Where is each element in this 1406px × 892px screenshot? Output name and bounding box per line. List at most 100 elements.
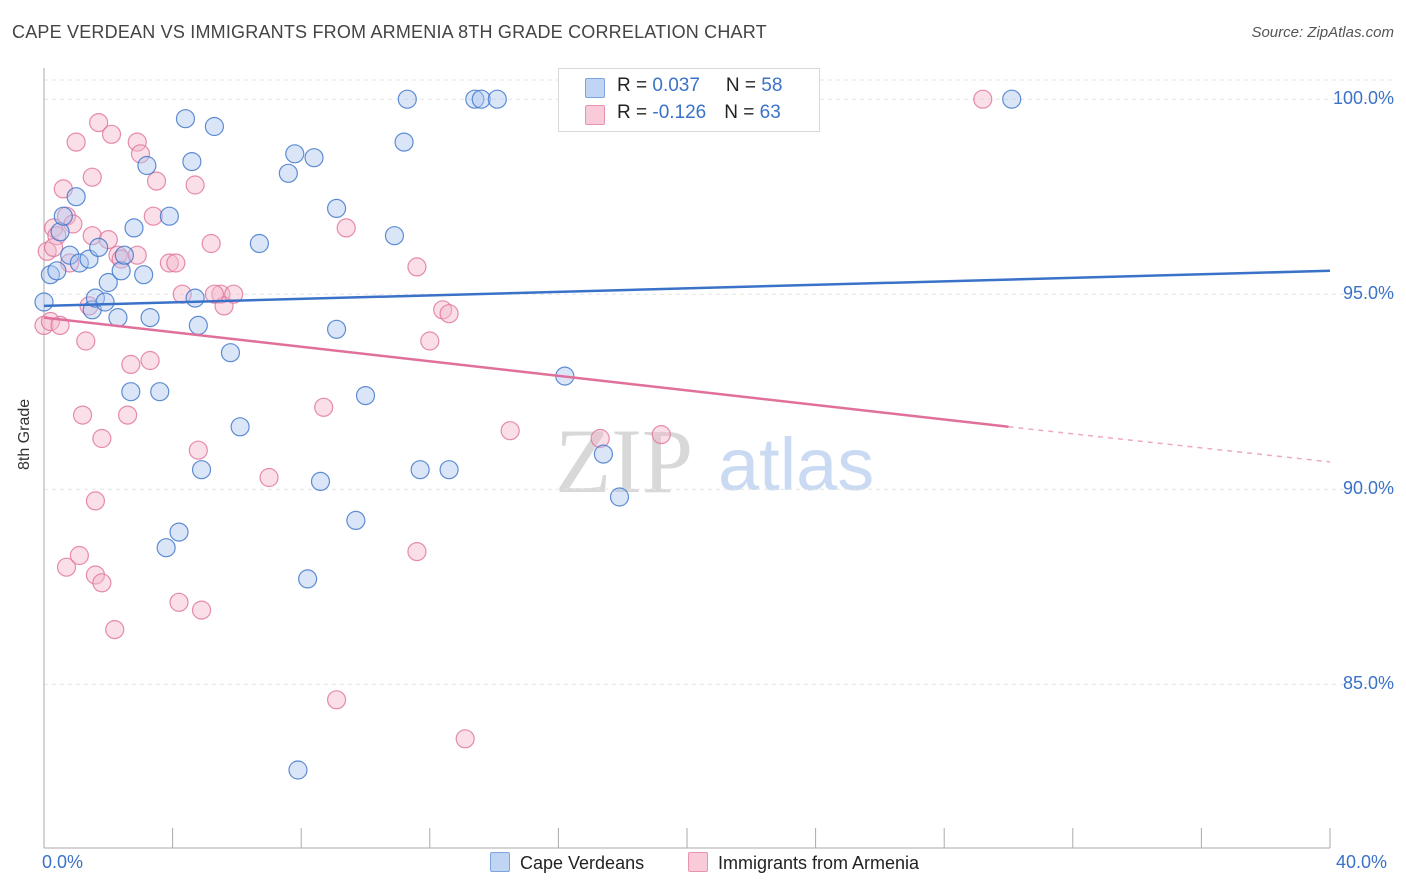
armenia-point-28: [117, 405, 138, 425]
capeverdean-point-10: [85, 288, 106, 308]
capeverdean-point-6: [66, 187, 86, 207]
axes: [43, 68, 1331, 849]
capeverdean-point-42: [326, 319, 347, 339]
series-swatch-blue: [490, 852, 510, 872]
capeverdean-point-27: [182, 152, 202, 172]
legend-n-value-blue: 58: [761, 75, 783, 96]
armenia-point-21: [92, 428, 112, 449]
capeverdean-point-55: [609, 487, 630, 507]
series-legend-pink: Immigrants from Armenia: [688, 852, 919, 874]
armenia-point-58: [651, 425, 671, 445]
capeverdean-point-24: [159, 206, 179, 226]
armenia-point-36: [166, 253, 186, 273]
capeverdean-point-32: [220, 343, 241, 363]
capeverdean-point-28: [185, 288, 205, 308]
armenia-point-13: [72, 405, 93, 425]
capeverdean-point-18: [124, 218, 144, 238]
pink-points: [34, 89, 993, 749]
capeverdean-point-50: [465, 89, 485, 109]
armenia-point-14: [76, 331, 96, 351]
capeverdean-point-30: [191, 460, 212, 480]
armenia-point-46: [259, 467, 279, 488]
capeverdean-point-19: [134, 265, 154, 285]
trend-line-armenia-extension: [1008, 426, 1331, 463]
capeverdean-point-29: [188, 315, 208, 335]
trend-lines: [43, 269, 1331, 463]
capeverdean-point-41: [326, 198, 347, 218]
armenia-point-39: [185, 175, 205, 195]
armenia-point-37: [169, 592, 189, 612]
capeverdean-point-40: [310, 471, 331, 491]
capeverdean-point-44: [355, 386, 376, 406]
legend-r-label-blue: R =: [617, 75, 653, 96]
armenia-point-31: [130, 144, 151, 164]
legend-r-label-pink: R =: [617, 102, 653, 123]
armenia-point-52: [420, 331, 440, 351]
capeverdean-point-12: [95, 292, 115, 312]
trend-line-capeverdean: [43, 269, 1331, 308]
armenia-point-8: [56, 557, 77, 577]
capeverdean-point-17: [121, 382, 141, 402]
armenia-point-23: [98, 230, 118, 250]
capeverdean-point-31: [204, 116, 224, 137]
capeverdean-point-0: [34, 292, 54, 312]
armenia-point-32: [140, 350, 160, 371]
armenia-point-33: [143, 206, 163, 226]
capeverdean-point-47: [397, 89, 417, 109]
legend-r-value-pink: -0.126: [652, 102, 707, 123]
capeverdean-point-11: [89, 237, 109, 257]
armenia-point-11: [66, 132, 86, 152]
x-tick-label-min: 0.0%: [42, 852, 84, 872]
armenia-point-18: [85, 491, 106, 511]
legend-n-label-pink: N =: [724, 102, 760, 123]
capeverdean-point-25: [169, 522, 189, 542]
capeverdean-point-22: [150, 382, 170, 402]
capeverdean-point-23: [156, 538, 176, 558]
armenia-point-30: [127, 132, 147, 152]
armenia-point-45: [224, 284, 244, 304]
armenia-point-51: [407, 541, 427, 562]
stats-legend: R = 0.037 N = 58 R = -0.126 N = 63: [558, 68, 820, 132]
armenia-point-34: [146, 171, 167, 191]
armenia-point-59: [973, 89, 993, 109]
series-swatch-pink: [688, 852, 708, 872]
capeverdean-point-48: [410, 460, 430, 480]
capeverdean-point-57: [1002, 89, 1022, 109]
watermark-atlas: atlas: [718, 423, 874, 506]
series-legend-blue: Cape Verdeans: [490, 852, 644, 874]
chart-title: CAPE VERDEAN VS IMMIGRANTS FROM ARMENIA …: [12, 22, 767, 42]
capeverdean-point-20: [137, 155, 157, 176]
armenia-point-48: [326, 690, 347, 710]
capeverdean-point-5: [60, 245, 80, 265]
capeverdean-point-52: [487, 89, 507, 109]
armenia-point-24: [101, 124, 122, 144]
legend-r-value-blue: 0.037: [652, 75, 700, 96]
capeverdean-point-35: [278, 163, 298, 183]
capeverdean-point-4: [53, 206, 73, 226]
armenia-point-42: [201, 233, 221, 254]
capeverdean-point-13: [98, 272, 118, 293]
capeverdean-point-54: [593, 444, 614, 464]
armenia-point-56: [500, 421, 520, 441]
capeverdean-point-49: [439, 460, 459, 480]
armenia-point-41: [191, 600, 212, 620]
y-tick-label-2: 95.0%: [1342, 283, 1394, 304]
armenia-point-17: [82, 226, 102, 246]
armenia-point-25: [105, 619, 125, 640]
armenia-point-62: [204, 284, 224, 304]
series-name-pink: Immigrants from Armenia: [718, 853, 920, 873]
armenia-point-47: [314, 397, 334, 417]
armenia-point-16: [82, 167, 102, 187]
capeverdean-point-51: [471, 89, 491, 109]
armenia-point-54: [439, 304, 459, 324]
armenia-point-50: [407, 257, 427, 277]
capeverdean-point-16: [114, 245, 134, 265]
capeverdean-point-43: [346, 510, 366, 531]
capeverdean-point-36: [285, 144, 305, 164]
capeverdean-point-45: [384, 226, 405, 246]
series-name-blue: Cape Verdeans: [520, 853, 645, 873]
armenia-point-35: [159, 253, 179, 273]
source-label: Source: ZipAtlas.com: [1251, 24, 1394, 41]
capeverdean-point-34: [249, 233, 270, 254]
capeverdean-point-15: [111, 261, 131, 281]
